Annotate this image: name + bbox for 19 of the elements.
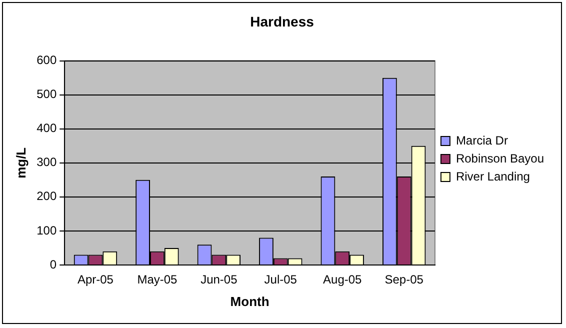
y-tick-label: 300 — [36, 155, 57, 170]
y-tick-label: 200 — [36, 189, 57, 204]
y-tick-label: 0 — [50, 257, 57, 272]
x-tick-label: Jun-05 — [200, 272, 238, 287]
x-tick-label: Sep-05 — [384, 272, 424, 287]
y-tick-label: 500 — [36, 87, 57, 102]
x-tick-label: Aug-05 — [323, 272, 362, 287]
legend-label: River Landing — [456, 169, 530, 184]
y-tick-label: 100 — [36, 223, 57, 238]
y-axis-title: mg/L — [13, 147, 28, 178]
x-tick-label: Jul-05 — [264, 272, 298, 287]
legend-label: Marcia Dr — [456, 133, 508, 148]
y-tick-label: 400 — [36, 121, 57, 136]
x-tick-label: Apr-05 — [77, 272, 114, 287]
legend-label: Robinson Bayou — [456, 151, 544, 166]
chart-title: Hardness — [250, 13, 314, 30]
x-tick-label: May-05 — [137, 272, 178, 287]
y-tick-label: 600 — [36, 53, 57, 68]
x-axis-title: Month — [230, 294, 270, 309]
